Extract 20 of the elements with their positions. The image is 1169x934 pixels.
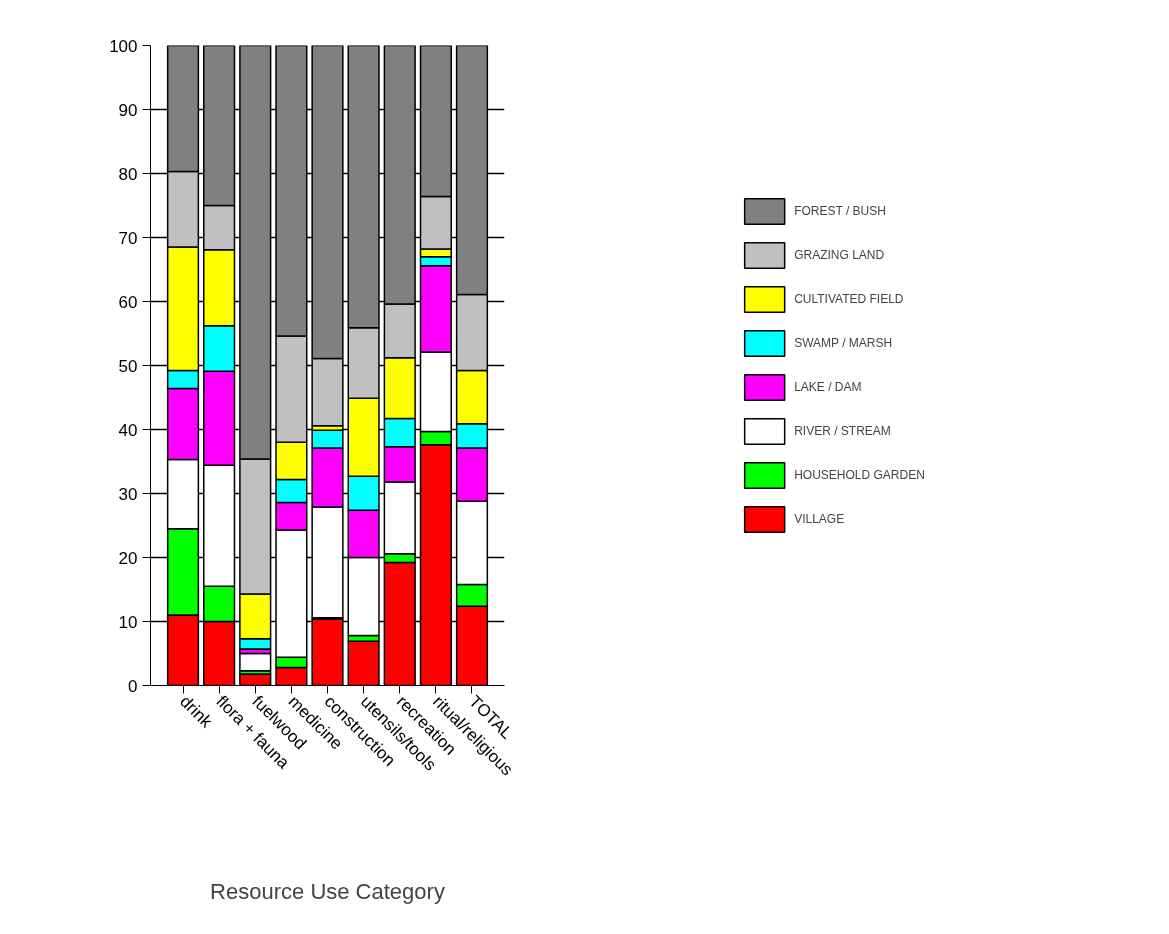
- y-tick-label: 90: [118, 100, 138, 120]
- y-tick-label: 100: [109, 36, 138, 56]
- y-tick-label: 0: [128, 676, 138, 696]
- y-tick-label: 30: [118, 484, 138, 504]
- y-tick-label: 80: [118, 164, 138, 184]
- x-axis-title: Resource Use Category: [210, 879, 445, 905]
- y-tick-label: 20: [118, 548, 138, 568]
- legend-label: SWAMP / MARSH: [794, 336, 893, 350]
- legend-label: GRAZING LAND: [794, 248, 885, 262]
- y-tick-label: 60: [118, 292, 138, 312]
- y-tick-label: 70: [118, 228, 138, 248]
- y-tick-label: 50: [118, 356, 138, 376]
- legend-label: CULTIVATED FIELD: [794, 292, 904, 306]
- legend-label: HOUSEHOLD GARDEN: [794, 468, 925, 482]
- legend-label: VILLAGE: [794, 512, 845, 526]
- y-tick-label: 40: [118, 420, 138, 440]
- y-tick-label: 10: [118, 612, 138, 632]
- legend-label: FOREST / BUSH: [794, 204, 886, 218]
- legend-label: LAKE / DAM: [794, 380, 862, 394]
- legend-label: RIVER / STREAM: [794, 424, 891, 438]
